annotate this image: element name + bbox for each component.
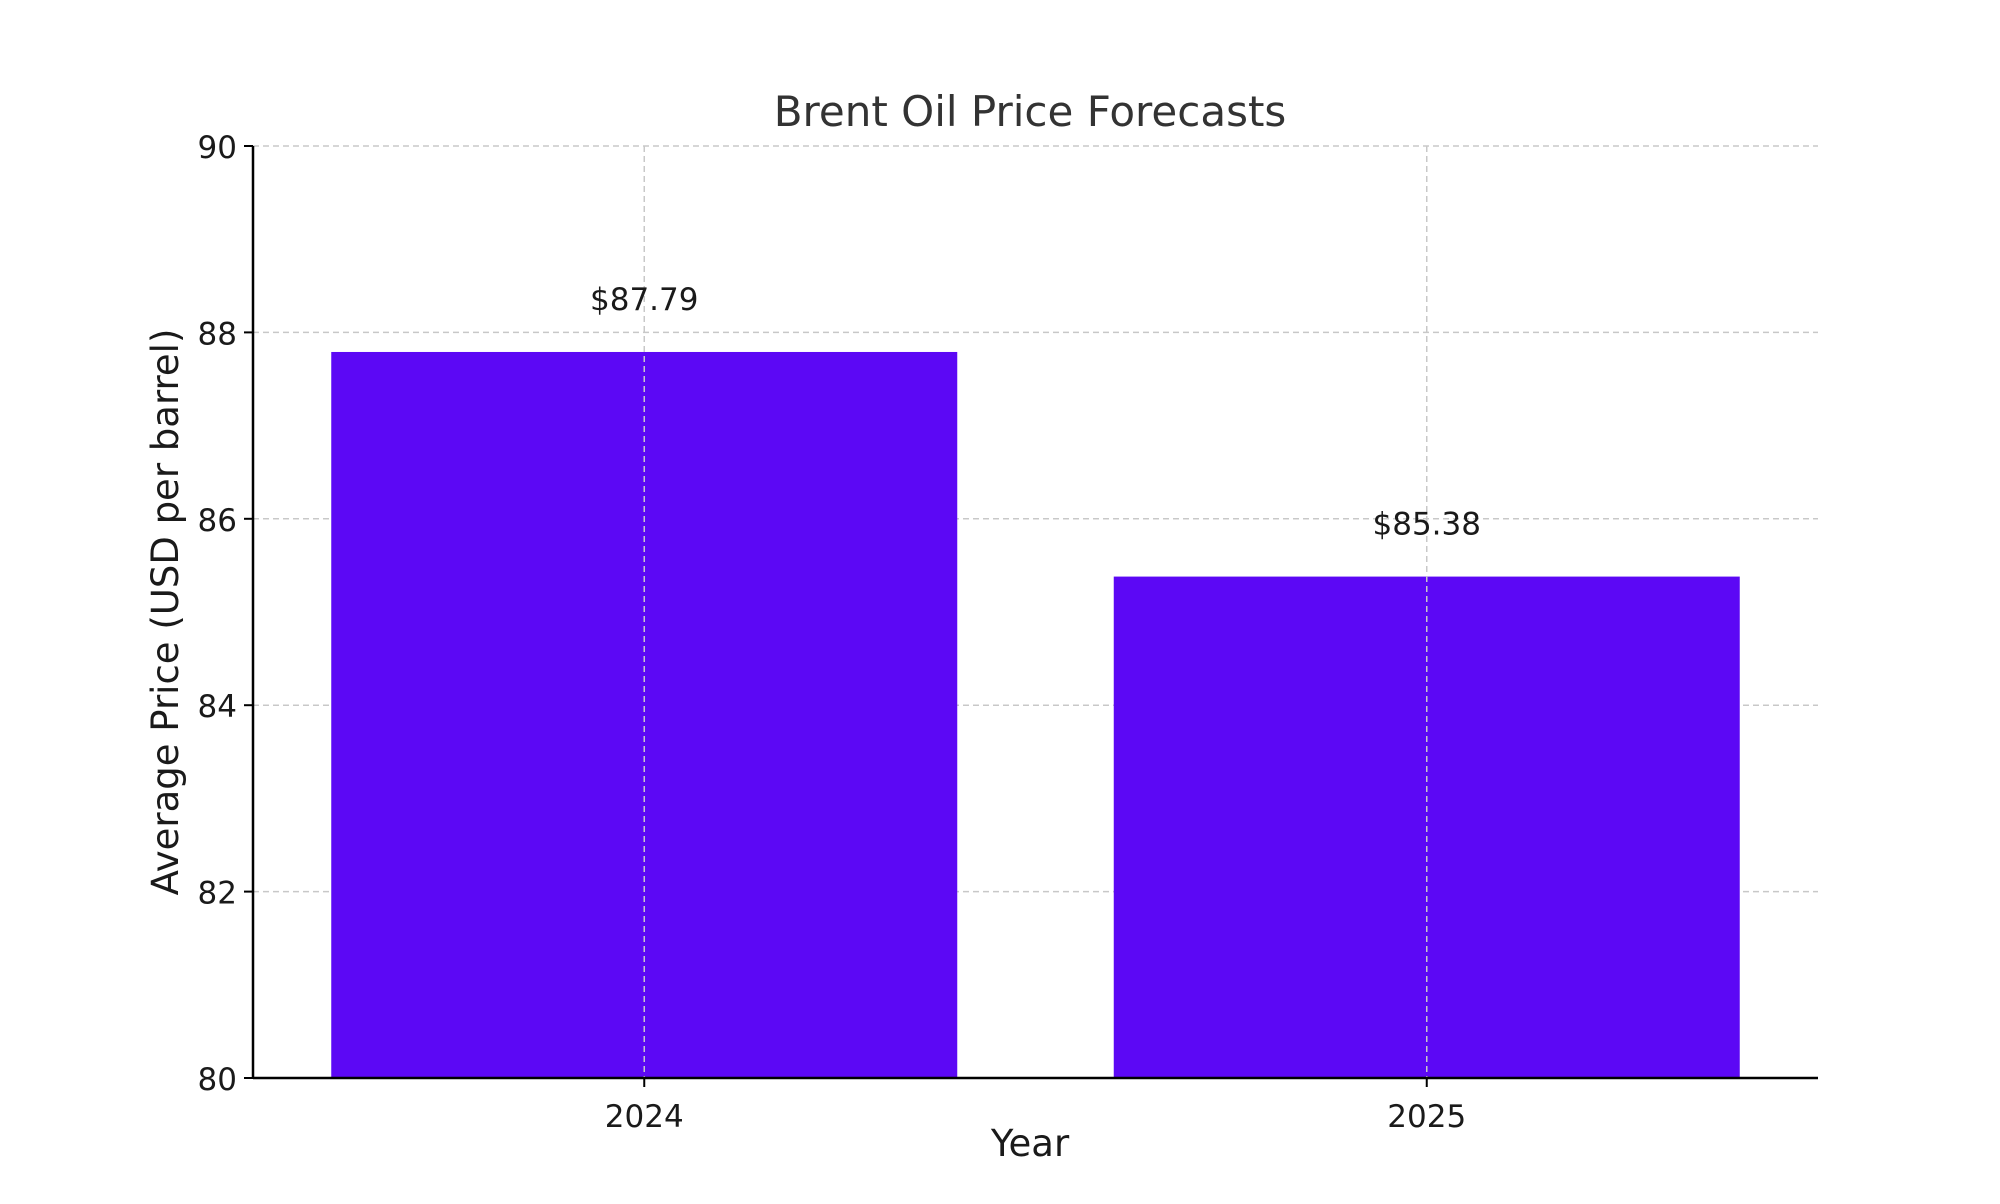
x-tick-label: 2024 [605, 1099, 684, 1135]
label-layer: 80 82 84 86 88 90 2024 $87.79 2025 $85.38 [198, 130, 1481, 1135]
data-label: $85.38 [1373, 507, 1481, 543]
y-tick-label: 86 [198, 503, 237, 539]
data-label: $87.79 [590, 282, 698, 318]
x-tick-label: 2025 [1387, 1099, 1466, 1135]
axis-layer [244, 145, 1818, 1087]
y-axis-label: Average Price (USD per barrel) [144, 329, 187, 896]
chart-title: Brent Oil Price Forecasts [774, 87, 1287, 136]
y-tick-label: 84 [198, 689, 237, 725]
bar-layer [331, 351, 1740, 1078]
y-tick-label: 80 [198, 1062, 237, 1098]
y-tick-label: 90 [198, 130, 237, 166]
x-axis-label: Year [990, 1122, 1070, 1165]
y-tick-label: 82 [198, 876, 237, 912]
y-tick-label: 88 [198, 316, 237, 352]
